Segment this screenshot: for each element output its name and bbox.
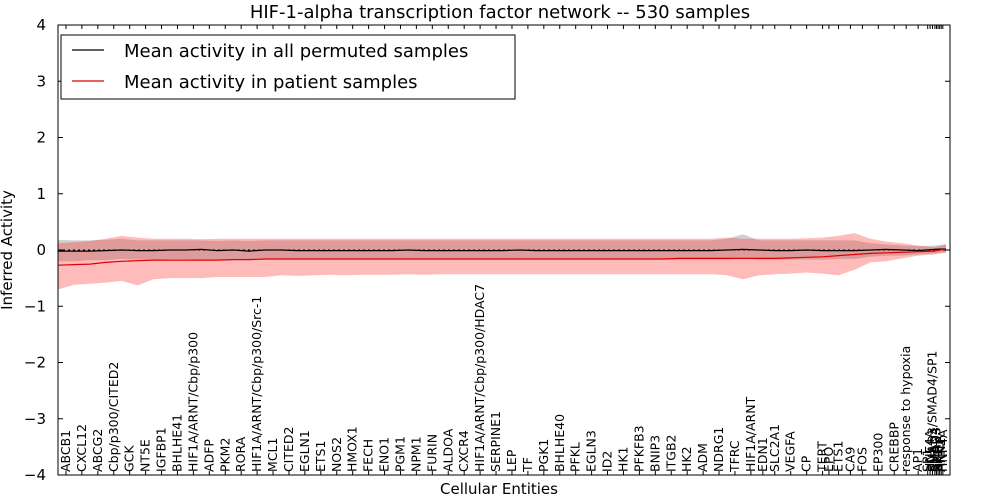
x-tick-label: TFRC: [727, 440, 742, 473]
x-tick-label: HK1: [616, 446, 631, 472]
y-tick-label: −1: [24, 297, 46, 315]
x-tick-label: ADFP: [201, 439, 216, 472]
x-tick-label: ARNT: [933, 437, 948, 472]
x-tick-label: ITGB2: [663, 435, 678, 473]
x-tick-label: CXCR4: [456, 430, 471, 472]
band-patient: [58, 233, 946, 290]
y-tick-label: 3: [36, 72, 46, 90]
x-tick-label: TERT: [815, 441, 830, 473]
x-tick-label: FURIN: [424, 434, 439, 472]
x-tick-label: EDN1: [755, 437, 770, 472]
x-tick-label: CP: [799, 455, 814, 472]
x-tick-label: MCL1: [265, 438, 280, 472]
x-axis-label: Cellular Entities: [440, 480, 558, 498]
x-tick-label: VEGFA: [783, 431, 798, 472]
x-tick-label: PGM1: [393, 436, 408, 472]
x-tick-label: ID2: [600, 451, 615, 472]
x-tick-label: FECH: [361, 439, 376, 472]
x-tick-label: PFKFB3: [631, 425, 646, 472]
y-axis-label: Inferred Activity: [0, 190, 16, 310]
x-tick-label: BNIP3: [647, 435, 662, 472]
x-tick-label: ETS1: [313, 441, 328, 472]
x-tick-label: SP1: [930, 449, 945, 472]
x-tick-label: PFKL: [568, 442, 583, 472]
x-tick-label: CITED2: [281, 427, 296, 473]
x-tick-label: HK2: [679, 446, 694, 472]
x-tick-label: NDRG1: [711, 427, 726, 472]
x-tick-label: PKM2: [217, 438, 232, 472]
confidence-bands: [58, 233, 946, 290]
x-tick-label: ABCG2: [90, 429, 105, 472]
x-tick-label: AP1: [910, 448, 925, 472]
x-tick-label: HIF1A/ARNT: [743, 396, 758, 472]
x-tick-label: SMAD3/SMAD4/SP1: [925, 350, 940, 472]
legend-label-patient: Mean activity in patient samples: [124, 72, 418, 93]
x-tick-label: CA9: [842, 447, 857, 472]
legend-label-permuted: Mean activity in all permuted samples: [124, 41, 468, 62]
y-tick-label: 1: [36, 185, 46, 203]
x-tick-label: ABCB1: [58, 430, 73, 472]
x-tick-label: HNF4A: [922, 429, 937, 472]
x-tick-label: HIF1A: [932, 435, 947, 472]
x-tick-label: EPO: [821, 447, 836, 472]
x-tick-label: NT5E: [138, 439, 153, 472]
x-tick-label: ALDOA: [440, 428, 455, 472]
chart-title: HIF-1-alpha transcription factor network…: [250, 2, 750, 23]
x-axis: ABCB1 CXCL12 ABCG2 Cbp/p300/CITED2 GCK NT5E IG…: [58, 25, 950, 475]
y-tick-label: 4: [36, 16, 46, 34]
y-tick-label: −4: [24, 466, 46, 484]
x-tick-label: LEP: [504, 449, 519, 472]
x-tick-label: ENO1: [377, 437, 392, 472]
x-tick-label: EGLN1: [297, 430, 312, 472]
x-tick-label: ETS1: [831, 441, 846, 472]
x-tick-label: RORA: [233, 436, 248, 472]
band-permuted: [58, 234, 946, 262]
x-tick-label: HNF4A: [935, 429, 950, 472]
y-tick-label: 0: [36, 241, 46, 259]
x-tick-label: EGLN3: [584, 430, 599, 472]
x-tick-label: TF: [520, 457, 535, 473]
y-tick-label: 2: [36, 129, 46, 147]
legend: Mean activity in all permuted samples Me…: [60, 34, 516, 100]
x-tick-label: BHLHE41: [170, 414, 185, 472]
x-tick-label: HIF1A/ARNT/Cbp/p300/Src-1: [249, 296, 264, 472]
x-tick-label: EP300: [870, 433, 885, 472]
x-tick-label: IGFBP1: [154, 427, 169, 472]
x-tick-label: SP1: [920, 449, 935, 472]
x-tick-label: CXCL12: [74, 424, 89, 472]
x-tick-label: NPM1: [408, 436, 423, 472]
x-tick-label: BHLHE40: [552, 414, 567, 472]
y-axis: 4 3 2 1 0 −1 −2 −3 −4: [24, 16, 950, 484]
x-tick-label: Cbp/p300/CITED2: [106, 362, 121, 472]
x-tick-label: HIF1A/ARNT/Cbp/p300/HDAC7: [472, 284, 487, 472]
x-tick-label: PGK1: [536, 439, 551, 472]
x-tick-label: SLC2A1: [767, 424, 782, 472]
x-tick-label: SMAD3: [929, 427, 944, 472]
y-tick-label: −2: [24, 354, 46, 372]
x-tick-label: SERPINE1: [488, 411, 503, 472]
x-tick-label: SMAD4: [927, 427, 942, 472]
legend-box: [60, 34, 516, 100]
x-tick-label: HMOX1: [345, 426, 360, 472]
x-tick-label: FOS: [854, 447, 869, 472]
series-lines: [58, 248, 947, 266]
x-tick-label: NOS2: [329, 437, 344, 472]
x-tick-label: CREBBP: [886, 422, 901, 472]
x-tick-label: response to hypoxia: [898, 346, 913, 472]
x-tick-label: GCK: [122, 445, 137, 472]
y-tick-label: −3: [24, 410, 46, 428]
x-tick-label: HIF1A/ARNT/Cbp/p300: [185, 332, 200, 472]
x-tick-label: ADM: [695, 443, 710, 472]
